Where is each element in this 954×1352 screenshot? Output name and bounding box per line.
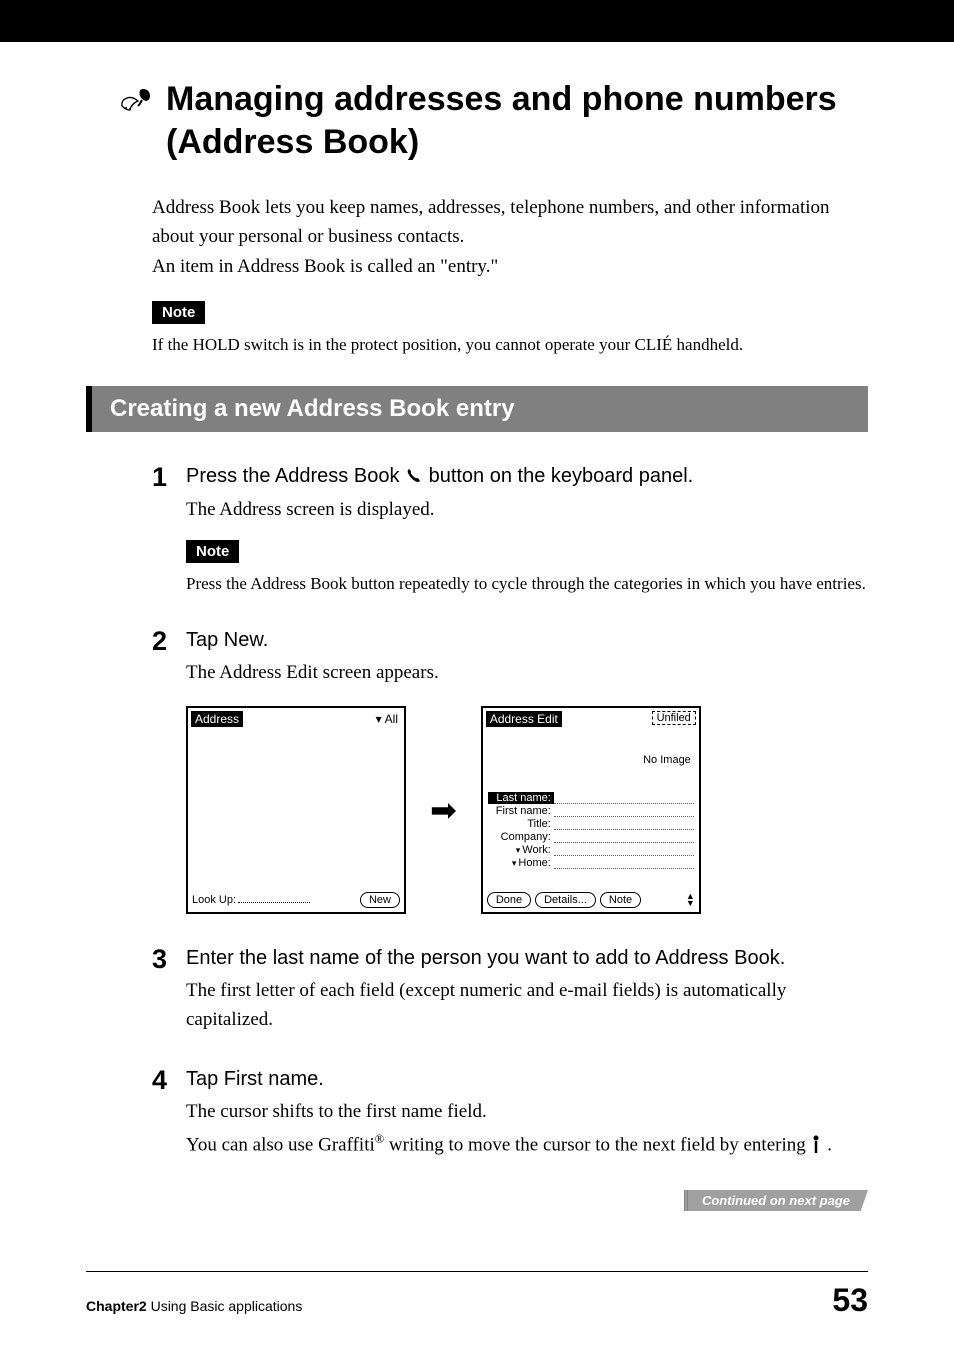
continued-banner: Continued on next page xyxy=(86,1190,868,1211)
step-3-title: Enter the last name of the person you wa… xyxy=(186,944,868,972)
work-label[interactable]: ▾Work: xyxy=(488,844,554,856)
desc2-mid: writing to move the cursor to the next f… xyxy=(384,1135,810,1156)
step-number: 4 xyxy=(152,1065,186,1096)
phone-handset-icon xyxy=(405,463,423,491)
step-4: 4 Tap First name. The cursor shifts to t… xyxy=(152,1065,868,1160)
step-2-desc: The Address Edit screen appears. xyxy=(186,658,868,687)
continued-text: Continued on next page xyxy=(684,1190,868,1211)
home-label[interactable]: ▾Home: xyxy=(488,857,554,869)
desc2-pre: You can also use Graffiti xyxy=(186,1135,375,1156)
section-heading: Creating a new Address Book entry xyxy=(86,386,868,432)
intro-line2: An item in Address Book is called an "en… xyxy=(152,256,498,277)
step-number: 1 xyxy=(152,462,186,493)
step-1-desc: The Address screen is displayed. xyxy=(186,495,868,524)
step-number: 3 xyxy=(152,944,186,975)
footer-chapter: Chapter2 Using Basic applications xyxy=(86,1298,302,1314)
category-dropdown[interactable]: All xyxy=(376,712,398,726)
step-1-title: Press the Address Book button on the key… xyxy=(186,462,868,491)
step-4-desc2: You can also use Graffiti® writing to mo… xyxy=(186,1130,868,1160)
page-number: 53 xyxy=(832,1282,868,1319)
address-list-screen: Address All Look Up: New xyxy=(186,706,406,914)
lookup-label: Look Up: xyxy=(192,894,310,906)
address-edit-screen: Address Edit Unfiled No Image Last name:… xyxy=(481,706,701,914)
company-field[interactable] xyxy=(554,831,694,843)
last-name-field[interactable] xyxy=(554,792,694,804)
step-1-note-text: Press the Address Book button repeatedly… xyxy=(186,571,868,597)
company-label: Company: xyxy=(488,831,554,843)
page-footer: Chapter2 Using Basic applications 53 xyxy=(0,1272,954,1347)
arrow-right-icon: ➡ xyxy=(430,791,457,829)
details-button[interactable]: Details... xyxy=(535,892,596,908)
step1-title-post: button on the keyboard panel. xyxy=(423,465,693,487)
done-button[interactable]: Done xyxy=(487,892,531,908)
screen-title: Address xyxy=(191,711,243,727)
screenshot-row: Address All Look Up: New ➡ Address Edit … xyxy=(186,706,868,914)
step-4-title: Tap First name. xyxy=(186,1065,868,1093)
intro-text: Address Book lets you keep names, addres… xyxy=(152,193,868,281)
registered-mark: ® xyxy=(375,1132,384,1146)
home-field[interactable] xyxy=(554,857,694,869)
graffiti-stroke-icon xyxy=(810,1135,822,1156)
last-name-label: Last name: xyxy=(488,792,554,804)
step-1: 1 Press the Address Book button on the k… xyxy=(152,462,868,597)
down-arrow-icon[interactable]: ▼ xyxy=(686,900,695,907)
step-3-desc: The first letter of each field (except n… xyxy=(186,976,868,1035)
first-name-label: First name: xyxy=(488,805,554,817)
title-field[interactable] xyxy=(554,818,694,830)
note-label: Note xyxy=(152,301,205,324)
chapter-label: Chapter2 xyxy=(86,1298,147,1314)
step-2: 2 Tap New. The Address Edit screen appea… xyxy=(152,626,868,913)
no-image-label: No Image xyxy=(643,754,691,766)
category-selector[interactable]: Unfiled xyxy=(652,711,696,725)
heading-text: Managing addresses and phone numbers (Ad… xyxy=(166,78,868,163)
new-button[interactable]: New xyxy=(360,892,400,908)
intro-line1: Address Book lets you keep names, addres… xyxy=(152,197,830,247)
title-label: Title: xyxy=(488,818,554,830)
desc2-post: . xyxy=(822,1135,832,1156)
step-1-note-label: Note xyxy=(186,540,239,563)
page-title: Managing addresses and phone numbers (Ad… xyxy=(118,78,868,163)
address-book-icon xyxy=(118,84,158,114)
step-4-desc1: The cursor shifts to the first name fiel… xyxy=(186,1097,868,1126)
scroll-arrows[interactable]: ▲▼ xyxy=(686,893,695,907)
first-name-field[interactable] xyxy=(554,805,694,817)
step-3: 3 Enter the last name of the person you … xyxy=(152,944,868,1035)
lookup-input-line[interactable] xyxy=(238,902,310,903)
top-note-text: If the HOLD switch is in the protect pos… xyxy=(152,332,868,358)
step-number: 2 xyxy=(152,626,186,657)
top-black-bar xyxy=(0,0,954,42)
step-2-title: Tap New. xyxy=(186,626,868,654)
step1-title-pre: Press the Address Book xyxy=(186,465,405,487)
chapter-text: Using Basic applications xyxy=(147,1298,303,1314)
screen-title: Address Edit xyxy=(486,711,562,727)
work-field[interactable] xyxy=(554,844,694,856)
note-button[interactable]: Note xyxy=(600,892,641,908)
